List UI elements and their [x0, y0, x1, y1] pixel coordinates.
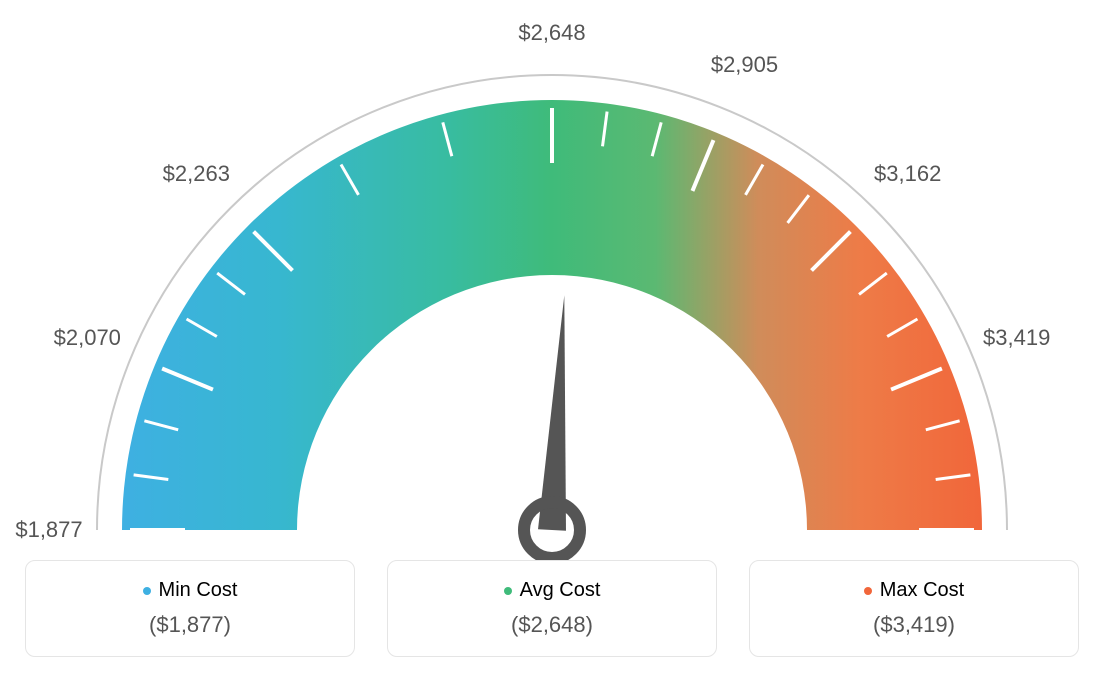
gauge-tick-label: $2,070	[54, 325, 121, 351]
avg-cost-label: Avg Cost	[520, 579, 601, 601]
gauge-tick-label: $3,162	[874, 161, 941, 187]
max-cost-label: Max Cost	[880, 579, 964, 601]
gauge-tick-label: $1,877	[15, 517, 82, 543]
max-cost-box: Max Cost ($3,419)	[749, 560, 1079, 657]
min-cost-box: Min Cost ($1,877)	[25, 560, 355, 657]
stats-row: Min Cost ($1,877) Avg Cost ($2,648) Max …	[0, 560, 1104, 657]
dot-icon	[504, 587, 512, 595]
cost-gauge: $1,877 $2,070 $2,263 $2,905 $3,162 $3,419 $2,6…	[0, 0, 1104, 560]
min-cost-label: Min Cost	[159, 579, 238, 601]
gauge-tick-label: $2,905	[711, 52, 778, 78]
avg-cost-title: Avg Cost	[388, 579, 716, 602]
max-cost-value: ($3,419)	[750, 612, 1078, 638]
min-cost-value: ($1,877)	[26, 612, 354, 638]
max-cost-title: Max Cost	[750, 579, 1078, 602]
avg-cost-box: Avg Cost ($2,648)	[387, 560, 717, 657]
dot-icon	[143, 587, 151, 595]
gauge-tick-label: $2,263	[163, 161, 230, 187]
min-cost-title: Min Cost	[26, 579, 354, 602]
gauge-top-label: $2,648	[518, 20, 585, 46]
avg-cost-value: ($2,648)	[388, 612, 716, 638]
gauge-svg	[0, 0, 1104, 560]
dot-icon	[864, 587, 872, 595]
gauge-tick-label: $3,419	[983, 325, 1050, 351]
